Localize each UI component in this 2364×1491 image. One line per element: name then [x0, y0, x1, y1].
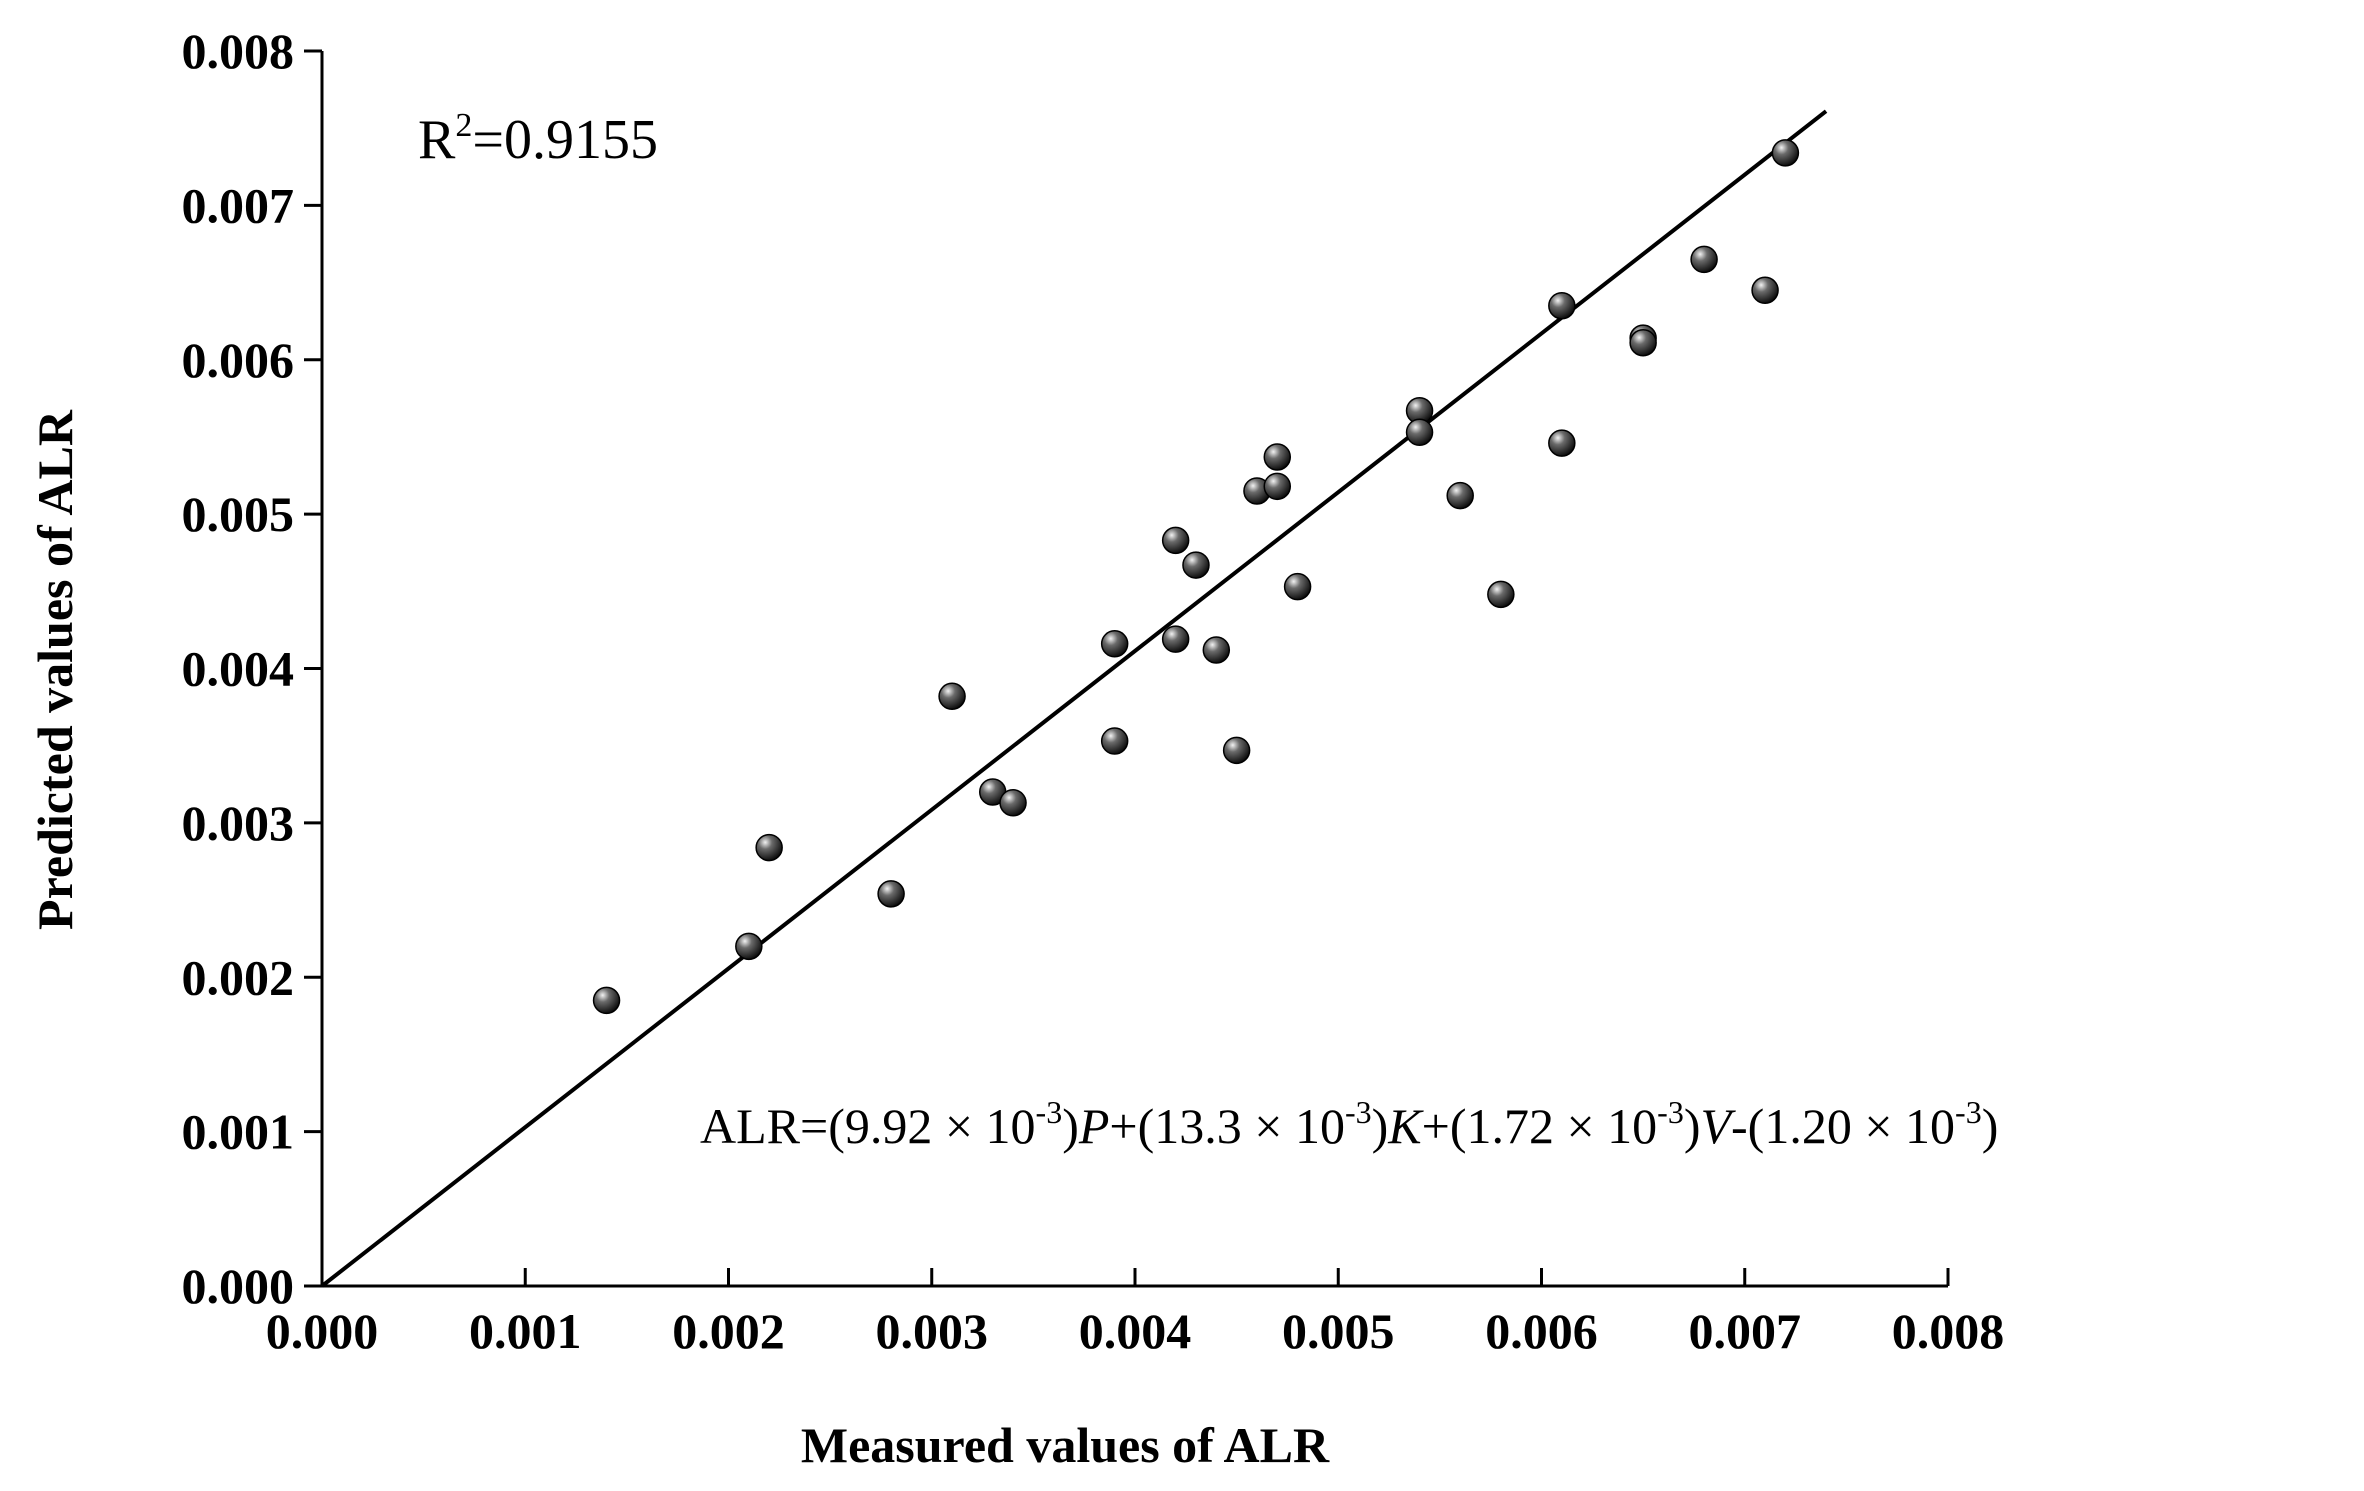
y-tick-label: 0.004 — [182, 641, 295, 697]
data-point — [1548, 291, 1576, 320]
x-tick-label: 0.006 — [1485, 1303, 1598, 1359]
data-points — [592, 139, 1800, 1015]
data-point — [938, 682, 966, 711]
data-point — [1222, 736, 1251, 765]
y-tick-label: 0.008 — [182, 23, 295, 79]
data-point — [1487, 580, 1515, 609]
y-tick-label: 0.001 — [182, 1104, 295, 1160]
regression-equation: ALR=(9.92 × 10-3)P+(13.3 × 10-3)K+(1.72 … — [700, 1094, 1998, 1154]
y-axis-ticks: 0.000 0.001 0.002 0.003 0.004 0.005 0.006 0.007… — [182, 23, 322, 1314]
data-point — [1100, 727, 1129, 755]
data-point — [1690, 245, 1718, 274]
data-point — [1548, 429, 1576, 457]
data-point — [735, 932, 763, 961]
data-point — [1629, 329, 1657, 357]
x-tick-label: 0.008 — [1892, 1303, 2005, 1359]
data-point — [1771, 139, 1800, 167]
x-tick-label: 0.005 — [1282, 1303, 1395, 1359]
y-tick-label: 0.007 — [182, 177, 295, 233]
y-tick-label: 0.002 — [182, 949, 295, 1005]
data-point — [1283, 572, 1312, 601]
x-tick-label: 0.000 — [266, 1303, 379, 1359]
data-point — [755, 833, 783, 862]
x-axis-title: Measured values of ALR — [801, 1417, 1330, 1473]
data-point — [1100, 630, 1129, 658]
y-axis-title: Predicted values of ALR — [27, 409, 83, 930]
x-tick-label: 0.004 — [1079, 1303, 1192, 1359]
data-point — [1263, 472, 1292, 501]
data-point — [1161, 625, 1190, 653]
data-point — [1751, 276, 1779, 305]
data-point — [1405, 418, 1434, 447]
data-point — [999, 789, 1027, 817]
x-tick-label: 0.003 — [876, 1303, 989, 1359]
y-tick-label: 0.006 — [182, 332, 295, 388]
data-point — [1161, 526, 1190, 555]
data-point — [1446, 481, 1474, 510]
x-tick-label: 0.001 — [469, 1303, 582, 1359]
x-tick-label: 0.007 — [1689, 1303, 1802, 1359]
data-point — [877, 880, 905, 908]
data-point — [1202, 636, 1231, 664]
x-tick-label: 0.002 — [672, 1303, 785, 1359]
y-tick-label: 0.003 — [182, 795, 295, 851]
y-tick-label: 0.000 — [182, 1258, 295, 1314]
data-point — [1182, 551, 1210, 579]
data-point — [1263, 443, 1292, 471]
y-tick-label: 0.005 — [182, 486, 295, 542]
x-axis-ticks: 0.000 0.001 0.002 0.003 0.004 0.005 0.006 0.007… — [266, 1268, 2005, 1359]
data-point — [592, 986, 621, 1015]
r-squared-label: R2=0.9155 — [418, 107, 658, 171]
